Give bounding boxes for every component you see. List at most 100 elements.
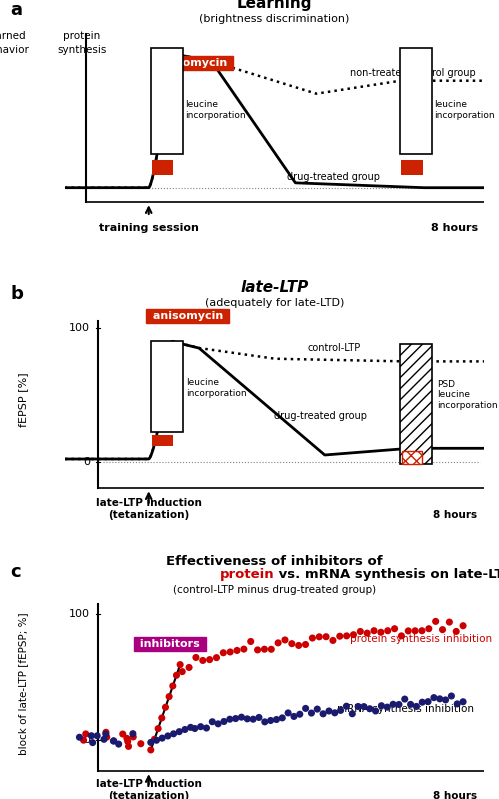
Point bbox=[260, 643, 268, 656]
Point bbox=[124, 735, 132, 748]
Point bbox=[147, 744, 155, 757]
Point bbox=[162, 701, 170, 714]
Point bbox=[439, 623, 447, 636]
Text: non-treated control group: non-treated control group bbox=[350, 68, 476, 78]
Text: behavior: behavior bbox=[0, 46, 29, 55]
Point bbox=[185, 661, 193, 674]
Text: b: b bbox=[10, 284, 23, 303]
Point bbox=[418, 696, 426, 709]
Point bbox=[103, 731, 111, 744]
Point bbox=[164, 729, 172, 742]
Point bbox=[389, 698, 397, 710]
Point bbox=[372, 705, 380, 718]
Point bbox=[232, 712, 240, 725]
Point bbox=[170, 727, 178, 740]
Point bbox=[247, 635, 254, 648]
Text: 100: 100 bbox=[69, 323, 90, 333]
Point bbox=[281, 634, 289, 646]
Text: (adequately for late-LTD): (adequately for late-LTD) bbox=[205, 298, 344, 308]
Point bbox=[453, 698, 461, 710]
Text: late-LTP induction
(tetanization): late-LTP induction (tetanization) bbox=[96, 499, 202, 520]
Point bbox=[158, 732, 166, 745]
Point bbox=[240, 642, 248, 655]
Point bbox=[238, 711, 246, 724]
Point bbox=[249, 713, 257, 725]
Point bbox=[129, 727, 137, 740]
Text: Learning: Learning bbox=[237, 0, 312, 11]
Text: inhibitors: inhibitors bbox=[136, 638, 204, 649]
Point bbox=[214, 718, 222, 730]
Text: (control-LTP minus drug-treated group): (control-LTP minus drug-treated group) bbox=[173, 585, 376, 594]
Point bbox=[319, 707, 327, 720]
Bar bbox=[151, 48, 183, 153]
Text: PSD
leucine
incorporation: PSD leucine incorporation bbox=[437, 380, 498, 410]
Point bbox=[348, 707, 356, 720]
Point bbox=[313, 702, 321, 715]
Point bbox=[288, 638, 296, 650]
Text: protein: protein bbox=[63, 30, 100, 41]
Point bbox=[89, 736, 97, 749]
Point bbox=[274, 637, 282, 650]
Point bbox=[255, 711, 263, 724]
Text: 0: 0 bbox=[83, 735, 90, 745]
Point bbox=[272, 713, 280, 725]
Point bbox=[452, 625, 460, 638]
Point bbox=[391, 622, 399, 635]
Point bbox=[197, 720, 205, 733]
Point bbox=[301, 638, 309, 651]
Point bbox=[253, 643, 261, 656]
Point bbox=[123, 732, 131, 745]
Text: protein synthesis inhibition: protein synthesis inhibition bbox=[350, 634, 492, 644]
Text: mRNA synthesis inhibition: mRNA synthesis inhibition bbox=[337, 704, 475, 714]
Text: learned: learned bbox=[0, 30, 26, 41]
Point bbox=[110, 734, 118, 747]
Point bbox=[377, 699, 385, 712]
Text: anisomycin: anisomycin bbox=[153, 58, 231, 68]
Point bbox=[325, 705, 333, 718]
Point bbox=[203, 721, 211, 734]
Point bbox=[208, 715, 216, 728]
Text: late-LTP: late-LTP bbox=[241, 280, 308, 295]
Text: (brightness discrimination): (brightness discrimination) bbox=[199, 14, 350, 24]
Point bbox=[290, 710, 298, 723]
Bar bbox=[152, 435, 174, 446]
Text: training session: training session bbox=[99, 224, 199, 233]
Text: block of late-LTP [fEPSP; %]: block of late-LTP [fEPSP; %] bbox=[18, 612, 28, 755]
Point bbox=[178, 666, 186, 678]
Point bbox=[425, 622, 433, 635]
Point bbox=[322, 630, 330, 643]
Point bbox=[119, 728, 127, 741]
Text: anisomycin: anisomycin bbox=[149, 311, 227, 321]
Point bbox=[154, 722, 162, 735]
Point bbox=[343, 630, 351, 642]
Point bbox=[436, 693, 444, 706]
Point bbox=[109, 734, 117, 747]
Point bbox=[199, 654, 207, 667]
Text: leucine
incorporation: leucine incorporation bbox=[434, 100, 495, 120]
Bar bbox=[152, 160, 174, 175]
Text: vs. mRNA synthesis on late-LTP: vs. mRNA synthesis on late-LTP bbox=[274, 568, 499, 581]
Point bbox=[173, 669, 181, 682]
Point bbox=[176, 658, 184, 671]
Text: Effectiveness of inhibitors of: Effectiveness of inhibitors of bbox=[166, 555, 383, 568]
Text: 8 hours: 8 hours bbox=[431, 224, 478, 233]
Text: fEPSP [%]: fEPSP [%] bbox=[18, 372, 28, 427]
Bar bbox=[400, 344, 432, 464]
Point bbox=[395, 698, 403, 711]
Point bbox=[93, 729, 101, 742]
Point bbox=[315, 630, 323, 643]
Point bbox=[295, 639, 303, 652]
Text: protein: protein bbox=[220, 568, 274, 581]
Text: 8 hours: 8 hours bbox=[433, 510, 477, 520]
Point bbox=[226, 713, 234, 725]
Point bbox=[153, 733, 161, 746]
Point bbox=[459, 695, 467, 708]
Point bbox=[366, 702, 374, 715]
Point bbox=[337, 704, 345, 717]
Point bbox=[233, 644, 241, 657]
Point bbox=[370, 624, 378, 637]
Point bbox=[284, 706, 292, 719]
Point bbox=[296, 708, 304, 721]
Point bbox=[191, 722, 199, 735]
Point bbox=[158, 712, 166, 725]
